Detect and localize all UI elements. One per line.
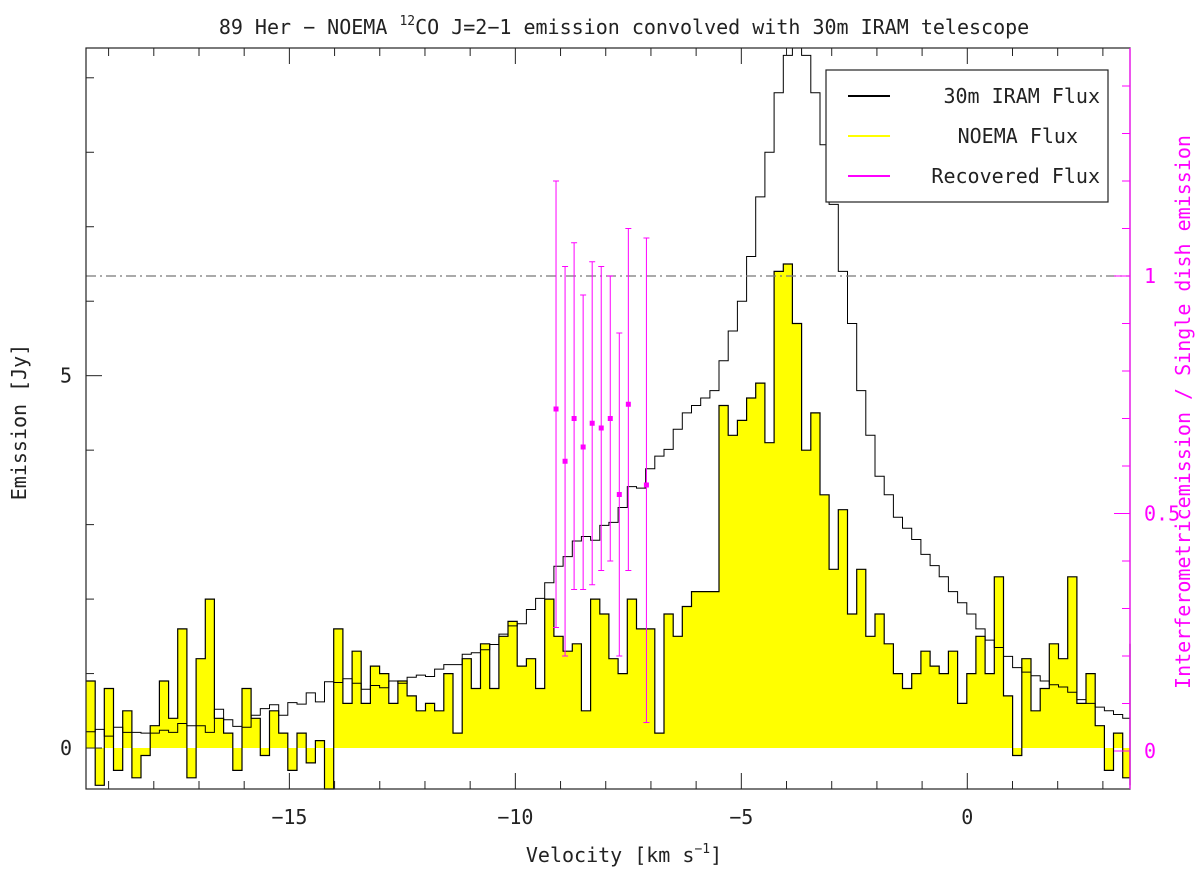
x-tick-label: −5: [729, 805, 753, 829]
data-marker: [607, 416, 613, 421]
recovered-point: [598, 266, 605, 571]
recovered-point: [607, 275, 614, 562]
data-marker: [580, 444, 586, 450]
chart-title: 89 Her − NOEMA 12CO J=2−1 emission convo…: [219, 14, 1029, 39]
y-right-axis-label-part-b: emission / Single dish emission: [1171, 135, 1195, 508]
recovered-point: [553, 180, 560, 628]
data-marker: [589, 420, 595, 426]
x-tick-label: 0: [961, 805, 973, 829]
x-tick-label: −15: [271, 805, 307, 829]
y-right-tick-label: 0.5: [1144, 502, 1180, 526]
data-marker: [553, 406, 559, 412]
y-right-tick-label: 1: [1144, 264, 1156, 288]
noema-flux-outline: [86, 263, 1131, 790]
recovered-point: [580, 294, 587, 590]
y-right-tick-label: 0: [1144, 739, 1156, 763]
y-left-tick-label: 0: [60, 736, 72, 760]
recovered-point: [643, 237, 650, 723]
noema-flux-fill: [86, 264, 1130, 789]
recovered-flux-points: [553, 180, 650, 723]
legend: 30m IRAM Flux NOEMA Flux Recovered Flux: [825, 69, 1109, 203]
y-left-axis-ticks: 05: [60, 77, 102, 760]
plot-area: [86, 47, 1131, 790]
recovered-point: [616, 332, 623, 657]
legend-label-noema: NOEMA Flux: [958, 124, 1078, 148]
legend-label-iram: 30m IRAM Flux: [943, 84, 1100, 108]
iram-flux-line: [86, 47, 1131, 743]
recovered-point: [625, 228, 632, 571]
recovered-point: [562, 266, 569, 657]
y-left-axis-label: Emission [Jy]: [7, 344, 31, 501]
recovered-point: [589, 261, 596, 586]
data-marker: [571, 416, 577, 421]
data-marker: [598, 425, 604, 431]
data-marker: [625, 401, 631, 407]
y-right-axis-label: Interferometricemission / Single dish em…: [1171, 135, 1195, 689]
data-marker: [643, 482, 649, 488]
x-axis-label: Velocity [km s−1]: [526, 842, 722, 867]
x-tick-label: −10: [497, 805, 533, 829]
data-marker: [616, 492, 622, 497]
y-right-axis-label-part-a: Interferometric: [1171, 508, 1195, 689]
x-axis-ticks: −15 −10 −5 0: [108, 48, 1104, 829]
data-marker: [562, 458, 568, 464]
recovered-point: [571, 242, 578, 590]
y-right-axis-ticks: 00.51: [1114, 85, 1180, 763]
y-left-tick-label: 5: [60, 364, 72, 388]
legend-label-recovered: Recovered Flux: [931, 164, 1100, 188]
